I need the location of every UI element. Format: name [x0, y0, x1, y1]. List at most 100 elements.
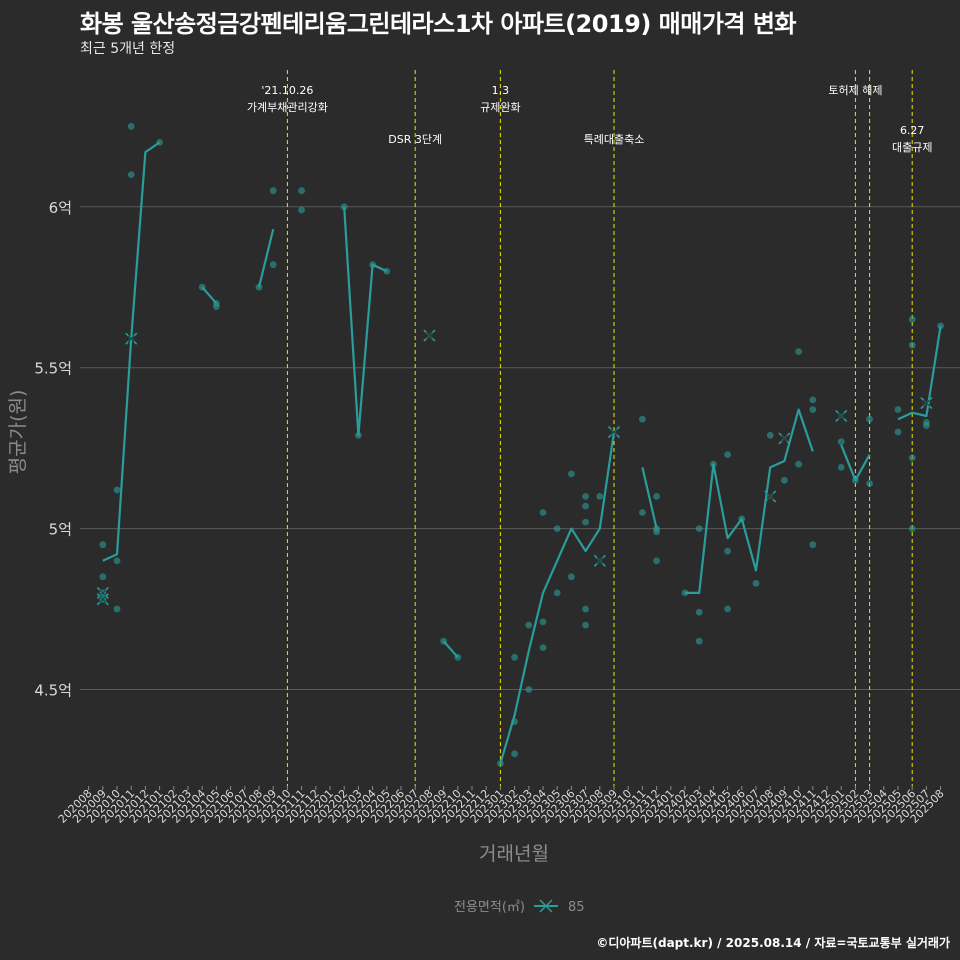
- data-point: [582, 605, 589, 613]
- event-label: 가계부채관리강화: [247, 101, 328, 114]
- data-point: [639, 509, 646, 516]
- data-point: [653, 493, 660, 500]
- event-label: 규제완화: [480, 101, 520, 114]
- data-point: [298, 206, 305, 214]
- data-point: [113, 486, 121, 494]
- data-point: [156, 139, 164, 146]
- data-point: [553, 589, 561, 597]
- y-axis-title: 평균가(원): [7, 390, 29, 475]
- y-tick-label: 5.5억: [34, 360, 72, 378]
- data-point: [113, 557, 121, 565]
- data-point: [695, 637, 703, 645]
- data-point: [866, 480, 873, 487]
- data-point: [908, 341, 916, 349]
- x-marker-inner: [596, 557, 604, 565]
- x-marker-inner: [426, 332, 433, 339]
- data-points: [99, 123, 944, 767]
- x-marker-inner: [610, 428, 618, 436]
- x-marker-inner: [127, 335, 135, 343]
- data-point: [553, 525, 561, 532]
- data-point: [781, 476, 788, 484]
- data-point: [809, 406, 817, 413]
- data-point: [497, 760, 504, 767]
- data-point: [355, 431, 362, 439]
- data-point: [710, 460, 717, 468]
- data-point: [127, 171, 135, 179]
- y-tick-label: 5억: [49, 521, 72, 539]
- series-line: [201, 286, 218, 305]
- series-line: [257, 229, 275, 288]
- data-point: [724, 547, 731, 555]
- data-point: [908, 525, 916, 532]
- series-line: [102, 141, 161, 562]
- data-point: [923, 422, 930, 429]
- y-axis-ticks: 4.5억 5억 5.5억 6억: [34, 199, 72, 700]
- data-point: [511, 718, 518, 725]
- data-point: [511, 750, 518, 758]
- data-point: [440, 637, 447, 645]
- legend-item-85: 85: [568, 900, 585, 915]
- data-point: [695, 525, 703, 532]
- data-point: [866, 415, 873, 423]
- data-point: [113, 605, 121, 613]
- event-label: 토허제 해제: [828, 83, 882, 97]
- data-point: [99, 573, 107, 581]
- event-label: '21.10.26: [261, 84, 313, 97]
- legend: 전용면적(㎡) 85: [454, 899, 585, 915]
- chart-title: 화봉 울산송정금강펜테리움그린테라스1차 아파트(2019) 매매가격 변화: [80, 10, 797, 38]
- data-point: [837, 438, 845, 446]
- data-point: [894, 406, 902, 413]
- event-label: 대출규제: [892, 141, 932, 154]
- x-marker-inner: [781, 435, 788, 442]
- data-point: [525, 686, 533, 693]
- data-point: [809, 396, 817, 404]
- series-line: [641, 467, 658, 529]
- data-point: [539, 644, 547, 651]
- data-point: [724, 451, 731, 458]
- data-point: [653, 528, 660, 536]
- data-point: [198, 283, 206, 291]
- data-point: [795, 460, 802, 468]
- data-point: [539, 509, 547, 516]
- data-point: [269, 187, 277, 195]
- series-line: [499, 431, 616, 764]
- data-point: [525, 621, 533, 629]
- data-point: [852, 476, 859, 484]
- data-point: [340, 203, 348, 211]
- data-point: [639, 415, 646, 423]
- data-point: [937, 322, 944, 330]
- data-point: [369, 261, 376, 269]
- data-point: [454, 653, 462, 661]
- data-point: [255, 283, 263, 291]
- x-marker-inner: [837, 412, 845, 420]
- series-line: [685, 408, 814, 595]
- data-point: [809, 541, 817, 549]
- source-caption: ©디아파트(dapt.kr) / 2025.08.14 / 자료=국토교통부 실…: [596, 936, 950, 950]
- x-marker-inner: [99, 589, 107, 597]
- data-point: [837, 464, 845, 471]
- y-tick-label: 4.5억: [34, 681, 72, 699]
- data-point: [695, 608, 703, 616]
- x-marker-inner: [923, 399, 930, 407]
- x-markers: [96, 329, 933, 606]
- data-point: [795, 348, 802, 355]
- data-point: [582, 518, 589, 526]
- x-marker-inner: [766, 493, 774, 500]
- data-point: [908, 454, 916, 462]
- data-point: [908, 316, 916, 323]
- x-axis-ticks: 2020082020092020102020112020122021012021…: [56, 786, 947, 826]
- data-point: [298, 187, 305, 195]
- event-label: 1.3: [492, 84, 510, 97]
- data-point: [568, 573, 575, 581]
- chart-subtitle: 최근 5개년 한정: [80, 41, 176, 57]
- data-point: [766, 431, 774, 439]
- series-line: [343, 206, 388, 437]
- data-point: [539, 618, 547, 626]
- series-lines: [102, 141, 942, 764]
- legend-key-85: [534, 899, 558, 913]
- data-point: [582, 502, 589, 510]
- data-point: [213, 303, 220, 310]
- data-point: [653, 557, 660, 565]
